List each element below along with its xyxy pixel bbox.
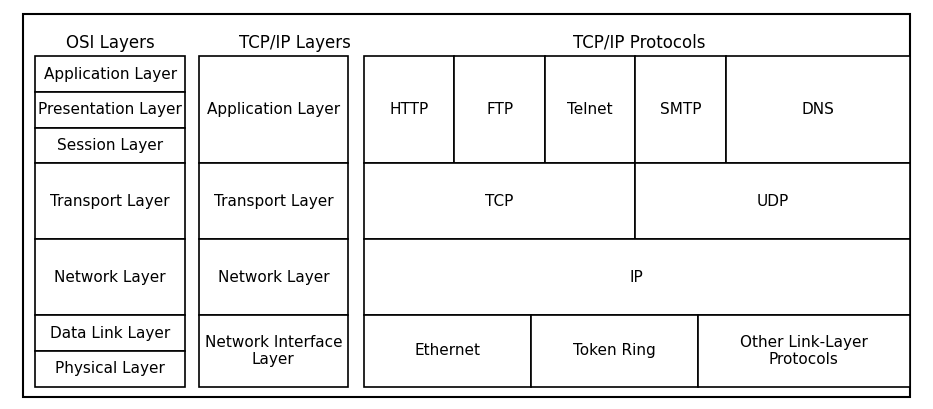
Text: DNS: DNS — [801, 102, 834, 117]
Bar — [364, 56, 454, 163]
Text: Network Layer: Network Layer — [54, 270, 166, 285]
Text: TCP/IP Protocols: TCP/IP Protocols — [573, 34, 705, 52]
Text: UDP: UDP — [757, 194, 788, 209]
Bar — [364, 239, 910, 315]
Text: Physical Layer: Physical Layer — [55, 361, 165, 376]
Text: Session Layer: Session Layer — [57, 138, 163, 153]
Bar — [35, 92, 185, 128]
Text: IP: IP — [630, 270, 644, 285]
Text: Application Layer: Application Layer — [207, 102, 340, 117]
Bar — [531, 315, 698, 387]
Text: Data Link Layer: Data Link Layer — [50, 326, 170, 341]
Bar — [545, 56, 635, 163]
Text: Transport Layer: Transport Layer — [214, 194, 333, 209]
Bar — [35, 351, 185, 387]
Text: Network Interface
Layer: Network Interface Layer — [204, 335, 342, 367]
Bar — [199, 56, 348, 163]
Bar — [454, 56, 545, 163]
Bar — [726, 56, 910, 163]
Bar — [35, 239, 185, 315]
Bar — [35, 56, 185, 92]
Text: Token Ring: Token Ring — [573, 344, 656, 358]
Bar — [35, 128, 185, 163]
Text: Transport Layer: Transport Layer — [50, 194, 170, 209]
Bar — [199, 315, 348, 387]
Text: Ethernet: Ethernet — [414, 344, 480, 358]
Text: TCP: TCP — [485, 194, 514, 209]
Bar — [364, 315, 531, 387]
Text: TCP/IP Layers: TCP/IP Layers — [239, 34, 351, 52]
Bar — [635, 163, 910, 239]
Bar — [698, 315, 910, 387]
Text: FTP: FTP — [486, 102, 513, 117]
Bar — [199, 163, 348, 239]
Text: OSI Layers: OSI Layers — [65, 34, 155, 52]
Bar — [35, 315, 185, 351]
Text: Network Layer: Network Layer — [217, 270, 329, 285]
Bar — [35, 163, 185, 239]
Text: Other Link-Layer
Protocols: Other Link-Layer Protocols — [740, 335, 868, 367]
Text: Application Layer: Application Layer — [44, 67, 176, 82]
Bar — [199, 239, 348, 315]
Text: HTTP: HTTP — [389, 102, 429, 117]
Bar — [635, 56, 726, 163]
Bar — [364, 163, 635, 239]
Text: Telnet: Telnet — [567, 102, 613, 117]
Text: SMTP: SMTP — [660, 102, 702, 117]
Text: Presentation Layer: Presentation Layer — [38, 102, 182, 117]
